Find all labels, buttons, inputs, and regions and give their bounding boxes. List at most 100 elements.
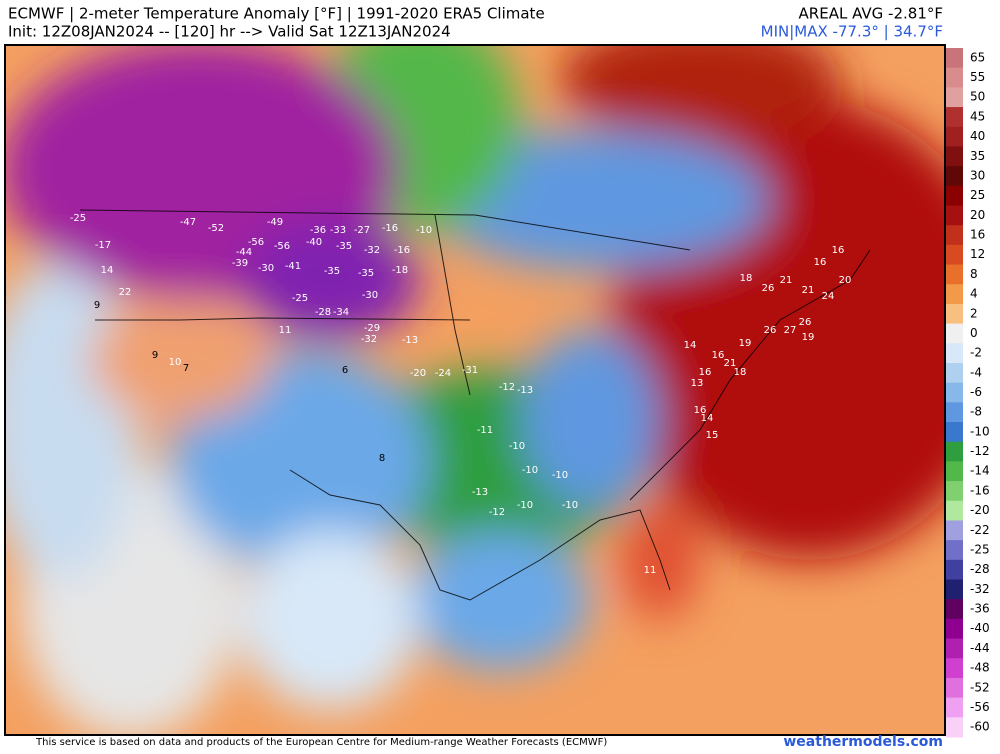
map-value: -12 — [489, 507, 505, 518]
colorbar-label: -16 — [970, 483, 990, 497]
colorbar-band — [946, 362, 963, 384]
colorbar-band — [946, 48, 963, 69]
colorbar-label: -25 — [970, 542, 990, 556]
map-value: 21 — [802, 285, 815, 296]
colorbar-label: -22 — [970, 523, 990, 537]
colorbar-label: 2 — [970, 306, 978, 320]
map-value: -40 — [306, 237, 322, 248]
map-value: -10 — [517, 500, 533, 511]
colorbar-band — [946, 343, 963, 364]
map-value: -10 — [416, 225, 432, 236]
colorbar-band — [946, 185, 963, 206]
colorbar-band — [946, 284, 963, 305]
colorbar-label: -6 — [970, 385, 982, 399]
colorbar-label: -8 — [970, 405, 982, 419]
colorbar-label: -28 — [970, 562, 990, 576]
map-value: -44 — [236, 247, 252, 258]
colorbar-band — [946, 638, 963, 659]
map-value: -31 — [462, 365, 478, 376]
colorbar-band — [946, 677, 963, 699]
colorbar-band — [946, 166, 963, 187]
map-value: 21 — [780, 275, 793, 286]
map-value: 19 — [802, 332, 815, 343]
map-value: 21 — [724, 358, 737, 369]
title: ECMWF | 2-meter Temperature Anomaly [°F]… — [8, 5, 545, 23]
map-value: -34 — [333, 307, 349, 318]
colorbar-band — [946, 697, 963, 718]
map: -25 -17 14 22 -47 -52 -49 -36 -33 -27 -16 -10 -56 -56… — [5, 45, 945, 735]
colorbar-label: 12 — [970, 247, 985, 261]
colorbar-label: 35 — [970, 149, 985, 163]
colorbar-label: -20 — [970, 503, 990, 517]
map-value: 13 — [691, 378, 704, 389]
colorbar-label: 40 — [970, 129, 985, 143]
map-value: 27 — [784, 325, 797, 336]
colorbar-label: -44 — [970, 641, 990, 655]
map-value: -13 — [402, 335, 418, 346]
map-value: 20 — [839, 275, 852, 286]
colorbar-label: -14 — [970, 464, 990, 478]
map-value: -12 — [499, 382, 515, 393]
map-value: -25 — [292, 293, 308, 304]
colorbar-label: 4 — [970, 287, 978, 301]
colorbar-band — [946, 323, 963, 344]
colorbar-label: -36 — [970, 602, 990, 616]
map-value: 16 — [814, 257, 827, 268]
map-value: 15 — [706, 430, 719, 441]
map-value: -41 — [285, 261, 301, 272]
map-value: 16 — [712, 350, 725, 361]
map-value: -29 — [364, 323, 380, 334]
colorbar-band — [946, 481, 963, 502]
colorbar-band — [946, 126, 963, 147]
map-value: 14 — [701, 413, 714, 424]
colorbar-band — [946, 225, 963, 246]
colorbar-band — [946, 205, 963, 226]
map-value: 24 — [822, 291, 835, 302]
map-value: -56 — [274, 241, 290, 252]
colorbar-band — [946, 579, 963, 600]
colorbar-label: 20 — [970, 208, 985, 222]
map-value: -52 — [208, 223, 224, 234]
credit: This service is based on data and produc… — [35, 737, 607, 748]
map-value: 26 — [764, 325, 777, 336]
map-value: -13 — [517, 385, 533, 396]
map-value: 16 — [694, 405, 707, 416]
map-value: -25 — [70, 213, 86, 224]
map-value: -35 — [324, 266, 340, 277]
map-value: -10 — [522, 465, 538, 476]
colorbar-band — [946, 559, 963, 581]
map-value: -36 — [310, 225, 326, 236]
colorbar-band — [946, 146, 963, 167]
map-value: -10 — [509, 441, 525, 452]
map-value: -49 — [267, 217, 283, 228]
map-value: -47 — [180, 217, 196, 228]
map-value: -35 — [358, 268, 374, 279]
colorbar-label: -56 — [970, 700, 990, 714]
colorbar-label: 45 — [970, 109, 985, 123]
colorbar-band — [946, 67, 963, 88]
site: weathermodels.com — [783, 734, 943, 750]
map-value: -32 — [361, 334, 377, 345]
areal-avg: AREAL AVG -2.81°F — [799, 5, 943, 23]
map-value: 22 — [119, 287, 132, 298]
map-value: -11 — [477, 425, 493, 436]
colorbar-label: -60 — [970, 720, 990, 734]
colorbar-label: 65 — [970, 50, 985, 64]
map-value: -16 — [382, 223, 398, 234]
map-value: 16 — [699, 367, 712, 378]
map-value: 14 — [684, 340, 697, 351]
colorbar-label: 0 — [970, 326, 978, 340]
colorbar-band — [946, 107, 963, 128]
colorbar-band — [946, 244, 963, 266]
map-value: -20 — [410, 368, 426, 379]
colorbar-band — [946, 303, 963, 325]
map-value: -13 — [472, 487, 488, 498]
map-value: 26 — [799, 317, 812, 328]
map-value: -35 — [336, 241, 352, 252]
map-value: -28 — [315, 307, 331, 318]
map-value: -17 — [95, 240, 111, 251]
map-value: -39 — [232, 258, 248, 269]
map-value: 18 — [740, 273, 753, 284]
map-value: 6 — [342, 365, 348, 376]
